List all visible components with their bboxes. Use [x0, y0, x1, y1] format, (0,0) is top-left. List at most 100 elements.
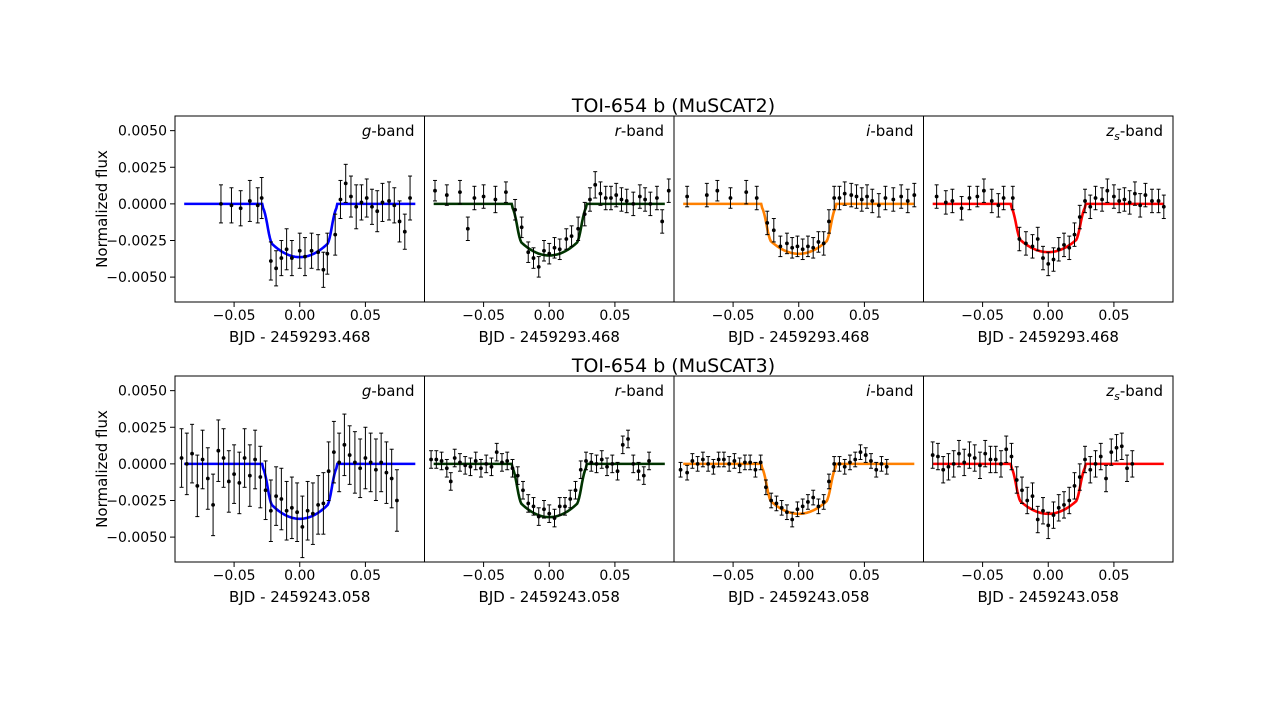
data-point — [279, 497, 284, 501]
data-point — [1100, 197, 1104, 202]
data-point — [1114, 445, 1119, 450]
x-axis-label: BJD - 2459243.058 — [728, 588, 869, 606]
data-point — [1041, 256, 1045, 260]
data-point — [605, 464, 609, 469]
data-point — [626, 437, 630, 441]
data-point — [489, 464, 494, 469]
data-point — [200, 457, 205, 462]
data-point — [343, 181, 348, 186]
data-point — [1051, 513, 1056, 518]
y-tick-label: 0.0000 — [118, 457, 167, 473]
data-point — [552, 516, 557, 520]
panel-2-4: −0.05 0.00 0.05 BJD - 2459243.058 zs-band — [923, 375, 1174, 606]
data-point — [1004, 447, 1009, 452]
data-point — [975, 194, 980, 199]
data-point — [978, 463, 982, 468]
data-point — [1125, 466, 1129, 471]
data-point — [666, 188, 671, 193]
y-tick-label: 0.0025 — [118, 160, 167, 176]
data-point — [333, 232, 338, 237]
panel-frame — [673, 375, 924, 563]
data-point — [289, 505, 294, 510]
panel-frame — [424, 375, 675, 563]
data-point — [563, 504, 567, 509]
data-point — [996, 203, 1001, 208]
data-point — [647, 459, 651, 463]
x-tick-label: −0.05 — [961, 568, 1004, 584]
data-point — [576, 226, 581, 231]
data-point — [1127, 200, 1132, 205]
data-point — [912, 193, 917, 197]
model-curve — [932, 462, 1164, 516]
data-point — [1030, 494, 1035, 498]
data-point — [865, 194, 869, 199]
data-point — [700, 457, 705, 462]
data-point — [493, 197, 498, 202]
data-point — [573, 488, 578, 493]
x-tick-label: 0.00 — [534, 568, 565, 584]
panel-2-2: −0.05 0.00 0.05 BJD - 2459243.058 r-band — [424, 375, 675, 606]
data-point — [359, 200, 364, 205]
data-point — [1010, 196, 1015, 200]
data-point — [598, 191, 603, 196]
data-point — [943, 200, 948, 205]
data-point — [858, 450, 863, 455]
data-point — [778, 244, 783, 249]
data-point — [962, 460, 967, 465]
data-point — [389, 476, 394, 481]
data-point — [837, 461, 842, 466]
panel-2-1: −0.05 0.00 0.05 BJD - 2459243.058 g-band — [174, 375, 425, 606]
data-point — [444, 466, 449, 471]
data-point — [297, 248, 302, 253]
data-point — [375, 209, 380, 214]
x-axis-label: BJD - 2459293.468 — [229, 328, 370, 346]
data-point — [433, 188, 437, 193]
data-point — [363, 456, 368, 460]
data-point — [1143, 193, 1148, 197]
data-point — [274, 494, 279, 498]
data-point — [505, 459, 510, 463]
data-point — [769, 498, 774, 503]
data-point — [837, 196, 842, 200]
data-point — [1030, 244, 1035, 249]
data-point — [1093, 461, 1098, 466]
data-point — [859, 197, 864, 202]
data-point — [434, 457, 439, 462]
data-point — [1112, 194, 1116, 199]
data-point — [744, 190, 749, 195]
data-point — [737, 463, 742, 468]
data-point — [1119, 444, 1124, 449]
data-point — [728, 196, 733, 200]
data-point — [557, 504, 562, 509]
data-point — [1156, 199, 1161, 203]
data-point — [1133, 191, 1137, 196]
data-point — [722, 457, 726, 462]
data-point — [1017, 237, 1022, 241]
x-tick-label: −0.05 — [961, 308, 1004, 324]
data-point — [1014, 478, 1019, 482]
data-point — [531, 256, 536, 260]
data-point — [869, 459, 873, 463]
data-point — [526, 501, 531, 506]
data-point — [821, 241, 826, 246]
data-point — [690, 459, 695, 463]
data-point — [743, 460, 747, 465]
data-point — [321, 501, 326, 506]
data-point — [848, 460, 852, 465]
model-curve — [184, 462, 416, 521]
data-point — [582, 212, 587, 217]
chart-row-1: TOI-654 b (MuSCAT2) Normalized flux 0.0050… — [93, 95, 1174, 346]
data-point — [547, 251, 552, 256]
x-tick-label: 0.00 — [284, 568, 315, 584]
x-tick-label: 0.05 — [350, 308, 381, 324]
x-tick-label: −0.05 — [462, 568, 505, 584]
data-point — [211, 502, 215, 507]
y-tick-label: 0.0050 — [118, 124, 167, 140]
data-point — [289, 256, 294, 260]
data-point — [448, 479, 453, 484]
data-point — [879, 461, 884, 466]
data-point — [452, 456, 457, 460]
y-axis-label: Normalized flux — [93, 410, 111, 528]
data-point — [785, 241, 789, 246]
data-point — [905, 199, 910, 203]
